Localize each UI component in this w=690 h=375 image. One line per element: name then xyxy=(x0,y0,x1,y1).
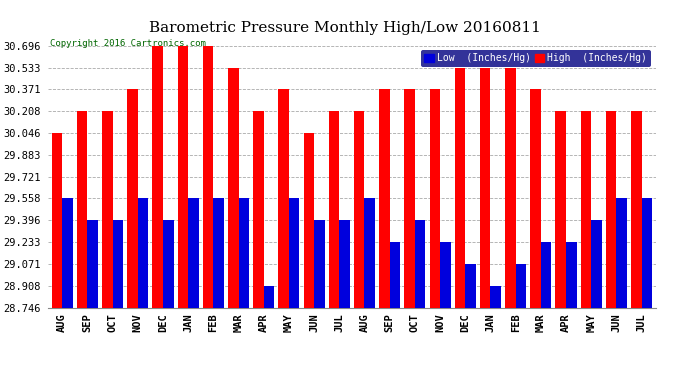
Bar xyxy=(465,264,476,308)
Bar xyxy=(515,264,526,308)
Bar xyxy=(566,242,577,308)
Bar xyxy=(152,46,163,308)
Bar xyxy=(253,111,264,308)
Bar xyxy=(440,242,451,308)
Bar xyxy=(163,220,173,308)
Bar xyxy=(415,220,426,308)
Bar xyxy=(239,198,249,308)
Bar xyxy=(188,198,199,308)
Bar xyxy=(531,89,541,308)
Bar xyxy=(264,286,275,308)
Text: Copyright 2016 Cartronics.com: Copyright 2016 Cartronics.com xyxy=(50,39,206,48)
Bar xyxy=(289,198,299,308)
Bar xyxy=(102,111,112,308)
Bar xyxy=(339,220,350,308)
Bar xyxy=(390,242,400,308)
Bar xyxy=(213,198,224,308)
Bar xyxy=(88,220,98,308)
Bar xyxy=(203,46,213,308)
Bar xyxy=(429,89,440,308)
Bar xyxy=(642,198,652,308)
Bar xyxy=(491,286,501,308)
Bar xyxy=(112,220,123,308)
Bar xyxy=(328,111,339,308)
Bar xyxy=(505,68,515,308)
Bar xyxy=(480,68,491,308)
Bar xyxy=(591,220,602,308)
Bar xyxy=(228,68,239,308)
Text: Barometric Pressure Monthly High/Low 20160811: Barometric Pressure Monthly High/Low 201… xyxy=(149,21,541,34)
Bar xyxy=(314,220,325,308)
Bar xyxy=(304,133,314,308)
Bar xyxy=(581,111,591,308)
Bar xyxy=(631,111,642,308)
Bar xyxy=(127,89,138,308)
Bar xyxy=(606,111,616,308)
Bar xyxy=(616,198,627,308)
Bar xyxy=(555,111,566,308)
Bar xyxy=(138,198,148,308)
Bar xyxy=(77,111,88,308)
Bar xyxy=(404,89,415,308)
Bar xyxy=(177,46,188,308)
Bar xyxy=(364,198,375,308)
Bar xyxy=(354,111,364,308)
Bar xyxy=(52,133,62,308)
Bar xyxy=(541,242,551,308)
Bar xyxy=(379,89,390,308)
Bar xyxy=(278,89,289,308)
Legend: Low  (Inches/Hg), High  (Inches/Hg): Low (Inches/Hg), High (Inches/Hg) xyxy=(421,50,651,67)
Bar xyxy=(62,198,72,308)
Bar xyxy=(455,68,465,308)
